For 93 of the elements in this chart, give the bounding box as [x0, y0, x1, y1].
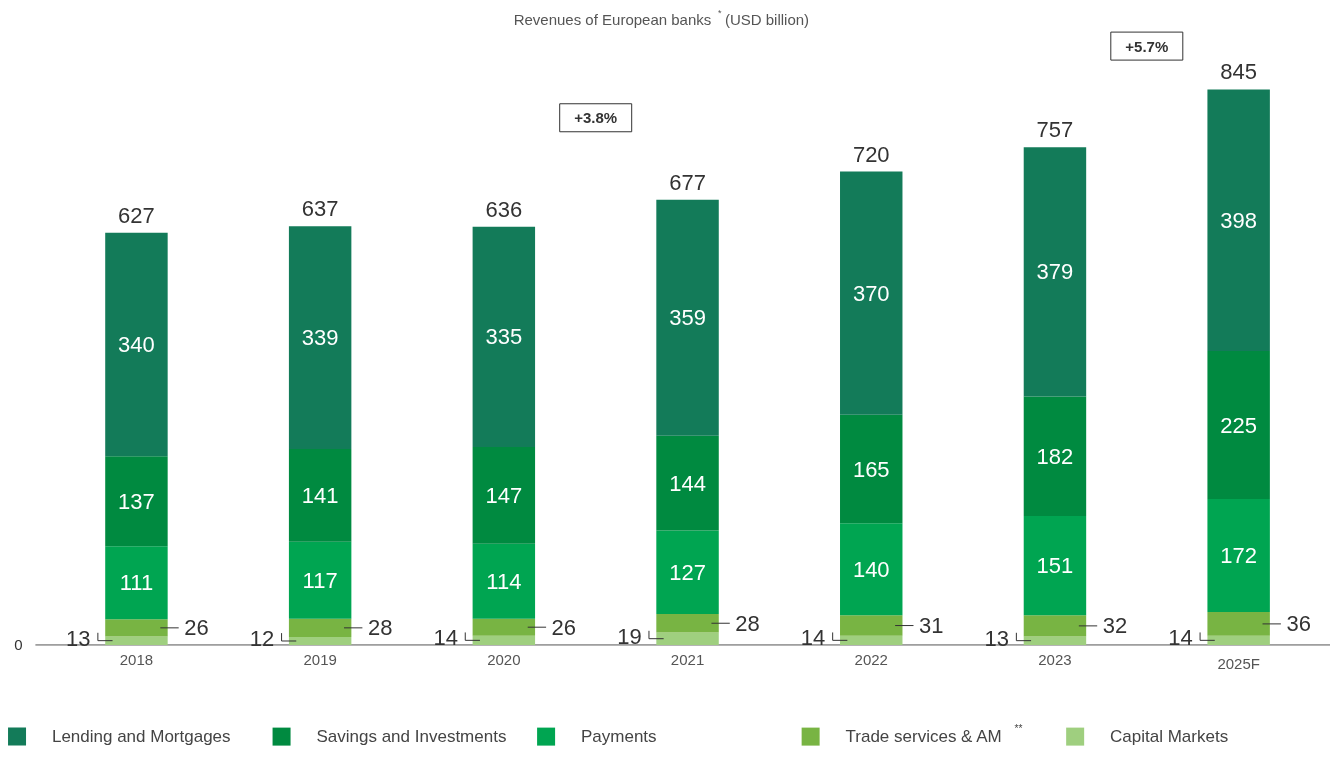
bar	[472, 447, 536, 544]
legend-label: Lending and Mortgages	[51, 727, 231, 747]
x-tick-label: 2020	[487, 650, 521, 668]
data-label: 140	[852, 556, 890, 582]
bar	[656, 435, 719, 531]
data-label: 32	[1102, 613, 1128, 639]
data-label: 117	[302, 567, 338, 593]
data-label: 137	[118, 488, 155, 514]
data-label: 147	[485, 482, 523, 508]
x-tick-label: 2019	[303, 650, 337, 668]
total-label: 757	[1036, 117, 1074, 143]
x-tick-label: 2023	[1038, 650, 1072, 668]
data-label: 28	[735, 610, 760, 636]
bar	[105, 232, 168, 457]
data-label: 398	[1220, 207, 1258, 233]
total-label: 720	[852, 141, 890, 167]
data-label: 172	[1220, 543, 1258, 569]
bar	[1023, 636, 1087, 645]
text: +5.7%	[1125, 37, 1169, 55]
x-tick-label: 2025F	[1217, 654, 1260, 672]
bar	[1207, 89, 1270, 352]
data-label: 141	[301, 482, 339, 508]
bar	[1023, 396, 1087, 517]
data-label: 111	[119, 570, 154, 596]
total-label: 627	[118, 202, 155, 228]
total-label: 677	[669, 169, 706, 195]
bar	[288, 541, 352, 619]
bar	[1207, 498, 1270, 613]
bar	[840, 615, 903, 636]
data-label: 28	[367, 615, 393, 641]
data-label: 19	[617, 623, 642, 649]
bar	[105, 546, 168, 620]
bar	[288, 226, 352, 450]
data-label: 13	[66, 625, 91, 651]
bar	[840, 635, 903, 645]
bar	[1207, 351, 1270, 499]
data-label: 340	[118, 331, 155, 357]
bar	[105, 619, 168, 637]
data-label: 144	[669, 470, 706, 496]
total-label: 845	[1220, 59, 1258, 85]
legend-label: Capital Markets	[1110, 727, 1229, 747]
data-label: 165	[852, 456, 890, 482]
data-label: 14	[800, 625, 826, 651]
data-label: 12	[249, 625, 275, 651]
x-tick-label: 2021	[670, 650, 705, 668]
legend-label: Trade services & AM**	[845, 723, 1023, 747]
data-label: 339	[301, 325, 339, 351]
x-tick-label: 2022	[854, 650, 888, 668]
data-label: 14	[433, 625, 458, 651]
data-label: 26	[184, 615, 209, 641]
bar	[1023, 147, 1087, 397]
bar	[656, 632, 719, 645]
data-label: 127	[669, 559, 706, 585]
data-label: 14	[1168, 625, 1193, 651]
data-label: 335	[485, 324, 523, 350]
bar	[288, 618, 352, 638]
data-label: 151	[1036, 553, 1074, 579]
data-label: 379	[1036, 259, 1074, 285]
legend-label: Savings and Investments	[316, 727, 507, 747]
legend-label: Payments	[581, 727, 657, 747]
bar	[840, 171, 903, 415]
bar	[1207, 612, 1270, 636]
text: 0	[14, 635, 23, 653]
bar	[472, 543, 536, 619]
bar	[656, 530, 719, 615]
bar	[656, 199, 719, 436]
bar	[472, 635, 536, 645]
bar	[840, 523, 903, 616]
bar	[105, 636, 168, 645]
data-label: 36	[1286, 611, 1311, 637]
data-label: 359	[669, 305, 706, 331]
bar	[472, 226, 536, 448]
bar	[288, 449, 352, 542]
chart-title: Revenues of European banks* (USD billion)	[513, 8, 810, 29]
bar	[472, 618, 536, 636]
data-label: 182	[1036, 443, 1074, 469]
annotation: +3.8%	[574, 109, 618, 127]
bar	[840, 414, 903, 524]
x-tick-label: 2018	[119, 650, 154, 668]
bar	[105, 456, 168, 547]
bar	[1023, 615, 1087, 637]
bar	[1207, 635, 1270, 645]
total-label: 636	[485, 196, 523, 222]
data-label: 370	[852, 280, 890, 306]
data-label: 31	[919, 613, 944, 639]
data-label: 114	[486, 568, 522, 594]
bar	[656, 614, 719, 633]
bar	[288, 637, 352, 645]
bar	[1023, 516, 1087, 616]
data-label: 225	[1220, 412, 1258, 438]
total-label: 637	[301, 196, 339, 222]
data-label: 26	[551, 614, 577, 640]
data-label: 13	[984, 625, 1010, 651]
